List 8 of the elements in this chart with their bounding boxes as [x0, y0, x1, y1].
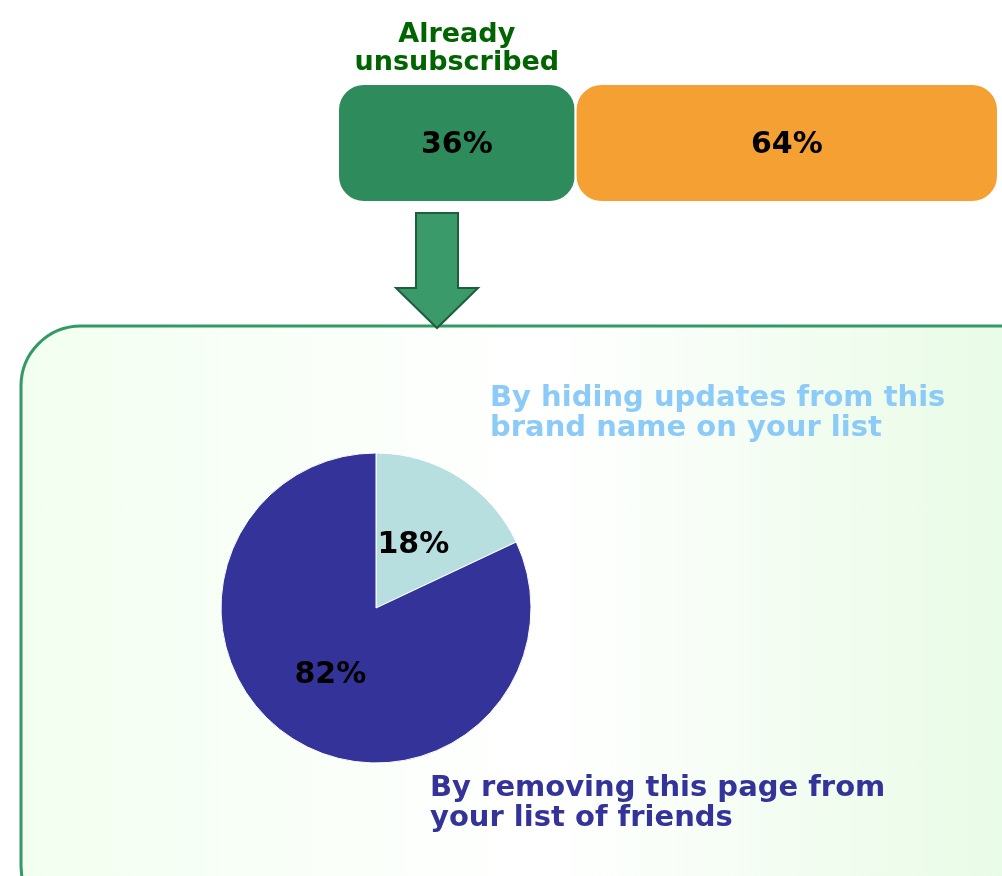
data-label: 36%: [420, 125, 493, 160]
data-label: 18%: [377, 524, 450, 560]
pie-slice: [220, 452, 532, 764]
slice-label: By removing this page from your list of friends: [430, 769, 886, 833]
data-label: 64%: [750, 125, 823, 160]
slice-label: By hiding updates from this brand name on your list: [490, 379, 946, 443]
data-label: 82%: [294, 655, 367, 691]
series-label: Already unsubscribed: [354, 17, 560, 76]
